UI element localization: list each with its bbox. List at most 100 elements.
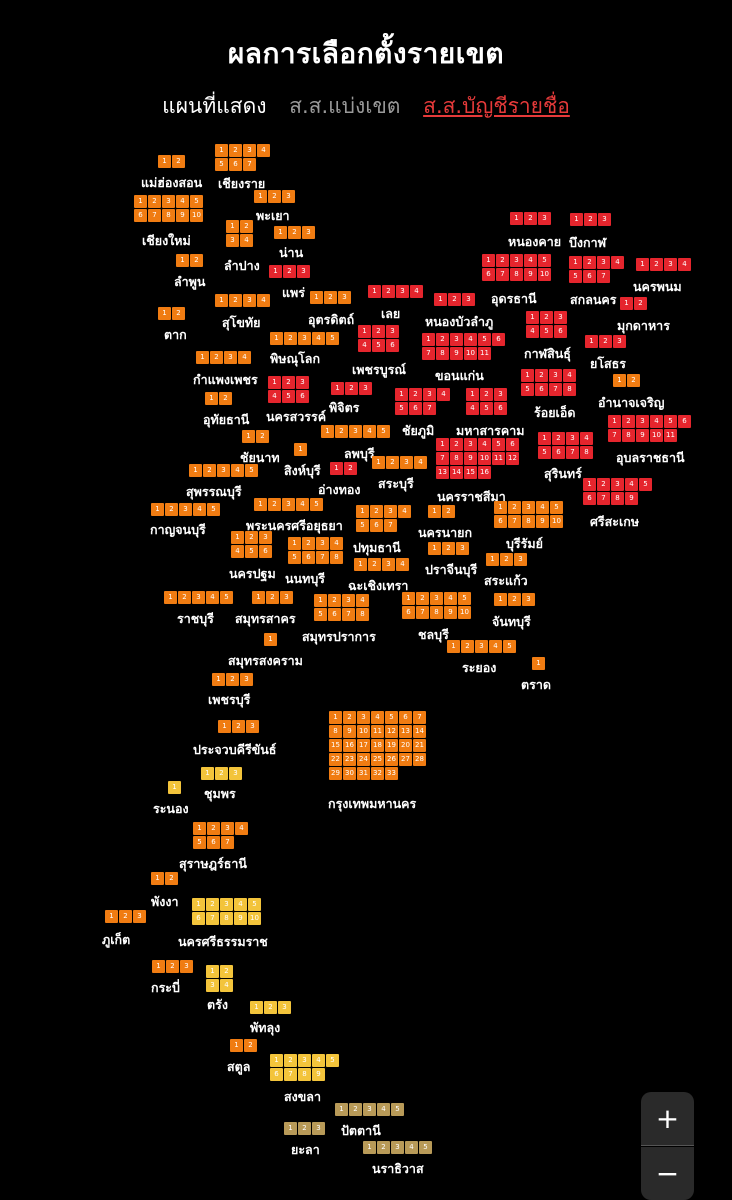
seat-cell[interactable]: 3	[316, 537, 329, 550]
seat-cell[interactable]: 5	[521, 383, 534, 396]
seat-cell[interactable]: 4	[414, 456, 427, 469]
province-seats[interactable]: 1 2 3 4 5 6 7 8 9 10 11	[422, 333, 505, 360]
seat-cell[interactable]: 2	[622, 415, 635, 428]
seat-cell[interactable]: 1	[585, 335, 598, 348]
seat-cell[interactable]: 1	[215, 294, 228, 307]
seat-cell[interactable]: 3	[179, 503, 192, 516]
seat-cell[interactable]: 7	[221, 836, 234, 849]
seat-cell[interactable]: 6	[506, 438, 519, 451]
seat-cell[interactable]: 5	[503, 640, 516, 653]
seat-cell[interactable]: 1	[356, 505, 369, 518]
seat-cell[interactable]: 2	[442, 542, 455, 555]
seat-cell[interactable]: 1	[613, 374, 626, 387]
province-seats[interactable]: 1 2 3 4 5 6 7 8 9 10 11 12 13 14 15 16 17 18 19 20 21 22 23 24 2…	[329, 711, 426, 780]
seat-cell[interactable]: 1	[206, 965, 219, 978]
seat-cell[interactable]: 5	[538, 446, 551, 459]
seat-cell[interactable]: 4	[268, 390, 281, 403]
seat-cell[interactable]: 2	[450, 438, 463, 451]
seat-cell[interactable]: 3	[522, 501, 535, 514]
seat-cell[interactable]: 5	[326, 332, 339, 345]
seat-cell[interactable]: 15	[329, 739, 342, 752]
seat-cell[interactable]: 4	[536, 501, 549, 514]
seat-cell[interactable]: 10	[190, 209, 203, 222]
seat-cell[interactable]: 4	[257, 294, 270, 307]
seat-cell[interactable]: 5	[664, 415, 677, 428]
seat-cell[interactable]: 1	[428, 542, 441, 555]
seat-cell[interactable]: 2	[480, 388, 493, 401]
seat-cell[interactable]: 1	[230, 1039, 243, 1052]
seat-cell[interactable]: 2	[268, 190, 281, 203]
seat-cell[interactable]: 8	[450, 452, 463, 465]
seat-cell[interactable]: 2	[496, 254, 509, 267]
seat-cell[interactable]: 1	[354, 558, 367, 571]
seat-cell[interactable]: 1	[570, 213, 583, 226]
seat-cell[interactable]: 16	[343, 739, 356, 752]
seat-cell[interactable]: 4	[238, 351, 251, 364]
seat-cell[interactable]: 2	[345, 382, 358, 395]
seat-cell[interactable]: 9	[234, 912, 247, 925]
seat-cell[interactable]: 5	[538, 254, 551, 267]
seat-cell[interactable]: 4	[377, 1103, 390, 1116]
seat-cell[interactable]: 5	[377, 425, 390, 438]
seat-cell[interactable]: 6	[402, 606, 415, 619]
seat-cell[interactable]: 4	[464, 333, 477, 346]
seat-cell[interactable]: 3	[298, 332, 311, 345]
seat-cell[interactable]: 2	[328, 594, 341, 607]
seat-cell[interactable]: 13	[399, 725, 412, 738]
seat-cell[interactable]: 1	[151, 872, 164, 885]
seat-cell[interactable]: 3	[298, 1054, 311, 1067]
seat-cell[interactable]: 1	[482, 254, 495, 267]
seat-cell[interactable]: 3	[384, 505, 397, 518]
seat-cell[interactable]: 1	[402, 592, 415, 605]
seat-cell[interactable]: 10	[550, 515, 563, 528]
seat-cell[interactable]: 2	[244, 1039, 257, 1052]
seat-cell[interactable]: 1	[254, 190, 267, 203]
seat-cell[interactable]: 2	[508, 501, 521, 514]
seat-cell[interactable]: 25	[371, 753, 384, 766]
seat-cell[interactable]: 7	[206, 912, 219, 925]
seat-cell[interactable]: 1	[242, 430, 255, 443]
seat-cell[interactable]: 19	[385, 739, 398, 752]
seat-cell[interactable]: 1	[274, 226, 287, 239]
seat-cell[interactable]: 7	[597, 492, 610, 505]
seat-cell[interactable]: 5	[540, 325, 553, 338]
seat-cell[interactable]: 1	[192, 898, 205, 911]
seat-cell[interactable]: 8	[611, 492, 624, 505]
seat-cell[interactable]: 5	[220, 591, 233, 604]
seat-cell[interactable]: 2	[215, 767, 228, 780]
seat-cell[interactable]: 12	[385, 725, 398, 738]
seat-cell[interactable]: 7	[422, 347, 435, 360]
seat-cell[interactable]: 2	[283, 265, 296, 278]
seat-cell[interactable]: 5	[639, 478, 652, 491]
seat-cell[interactable]: 16	[478, 466, 491, 479]
seat-cell[interactable]: 32	[371, 767, 384, 780]
seat-cell[interactable]: 2	[634, 297, 647, 310]
seat-cell[interactable]: 9	[343, 725, 356, 738]
seat-cell[interactable]: 9	[524, 268, 537, 281]
seat-cell[interactable]: 3	[282, 498, 295, 511]
seat-cell[interactable]: 5	[478, 333, 491, 346]
seat-cell[interactable]: 3	[282, 190, 295, 203]
seat-cell[interactable]: 4	[231, 464, 244, 477]
seat-cell[interactable]: 3	[611, 478, 624, 491]
seat-cell[interactable]: 2	[382, 285, 395, 298]
province-seats[interactable]: 1	[294, 443, 307, 456]
seat-cell[interactable]: 6	[535, 383, 548, 396]
seat-cell[interactable]: 6	[494, 402, 507, 415]
seat-cell[interactable]: 2	[210, 351, 223, 364]
seat-cell[interactable]: 2	[370, 505, 383, 518]
seat-cell[interactable]: 3	[613, 335, 626, 348]
seat-cell[interactable]: 2	[220, 965, 233, 978]
seat-cell[interactable]: 3	[192, 591, 205, 604]
seat-cell[interactable]: 6	[554, 325, 567, 338]
